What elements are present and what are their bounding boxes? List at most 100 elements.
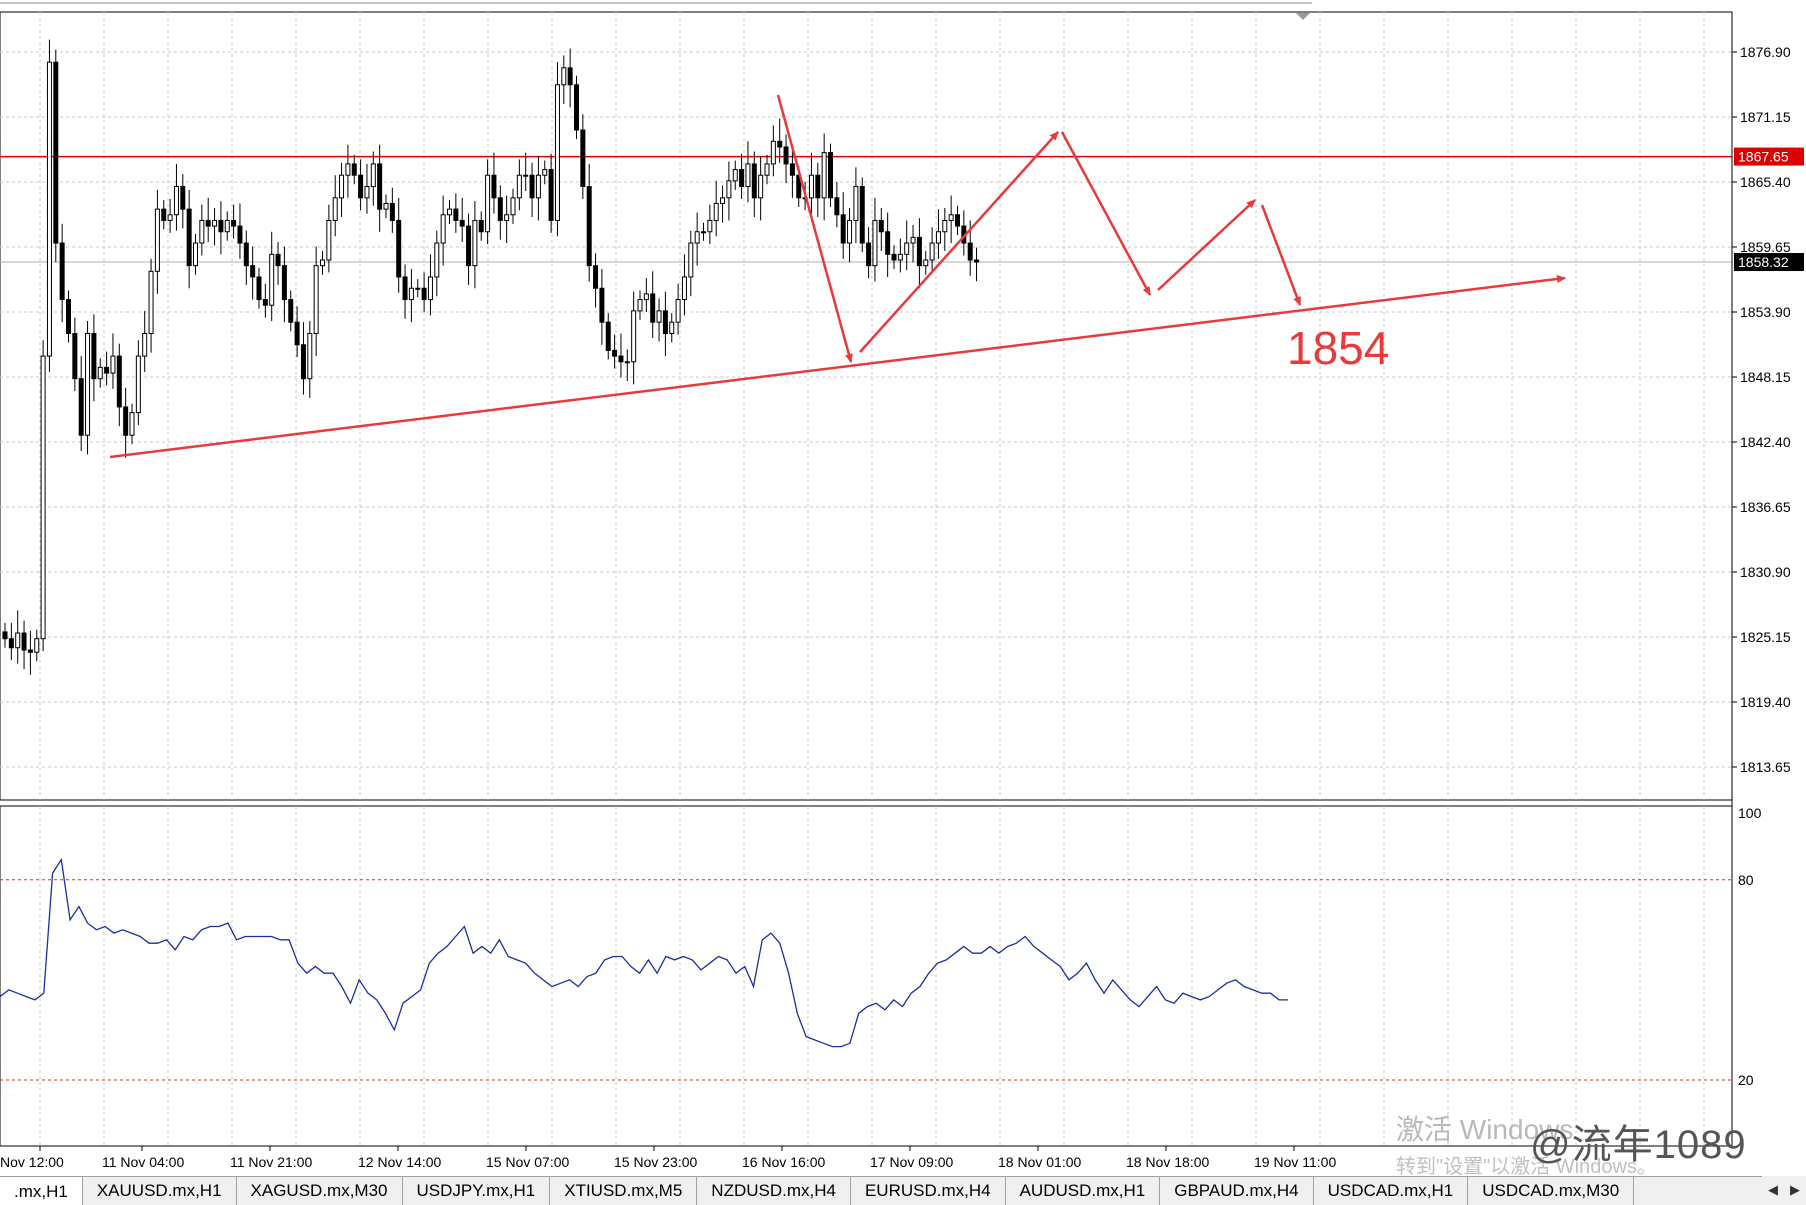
candle-body xyxy=(834,197,840,216)
candle-body xyxy=(256,276,262,301)
candle xyxy=(910,224,916,263)
candle xyxy=(516,159,522,211)
candle xyxy=(637,290,643,320)
candle-body xyxy=(46,61,52,357)
time-tick-label: 12 Nov 14:00 xyxy=(358,1154,441,1170)
tab-scroll-right-icon[interactable]: ▶ xyxy=(1790,1182,1800,1197)
candle-body xyxy=(193,242,198,267)
chart-tab[interactable]: XAUUSD.mx,H1 xyxy=(83,1177,237,1205)
tab-scroll-left-icon[interactable]: ◀ xyxy=(1768,1182,1778,1197)
chart-tab[interactable]: USDCAD.mx,H1 xyxy=(1314,1177,1469,1205)
candle-body xyxy=(281,265,287,301)
candle xyxy=(650,271,656,338)
candle-body xyxy=(148,270,154,334)
price-tick-label: 1813.65 xyxy=(1740,759,1791,775)
candle xyxy=(504,195,510,244)
candle-body xyxy=(15,632,21,649)
candle xyxy=(732,160,738,190)
candle xyxy=(199,204,205,256)
candle-body xyxy=(421,287,427,301)
candle xyxy=(193,234,198,275)
rsi-level-label: 80 xyxy=(1738,872,1754,888)
candle-body xyxy=(59,242,65,301)
candle xyxy=(904,220,910,271)
candle xyxy=(129,403,135,445)
candle xyxy=(135,340,141,426)
candle xyxy=(15,610,21,664)
candle-body xyxy=(891,253,897,261)
chart-tab[interactable]: XTIUSD.mx,M5 xyxy=(550,1177,698,1205)
candle-body xyxy=(78,378,84,436)
candle-body xyxy=(453,208,459,221)
windows-activation-watermark: 激活 Windows xyxy=(1396,1114,1574,1145)
time-tick-label: 15 Nov 07:00 xyxy=(486,1154,569,1170)
candle xyxy=(472,201,478,289)
candle xyxy=(300,322,306,395)
chart-tab[interactable]: AUDUSD.mx,H1 xyxy=(1006,1177,1161,1205)
price-tick-label: 1836.65 xyxy=(1740,499,1791,515)
time-tick-label: 17 Nov 09:00 xyxy=(870,1154,953,1170)
candle-body xyxy=(85,332,91,436)
candle xyxy=(720,185,726,223)
candle-body xyxy=(967,242,973,261)
candle-body xyxy=(326,219,332,261)
candle-body xyxy=(224,219,230,233)
candle xyxy=(320,250,325,275)
candle xyxy=(923,250,929,275)
candle-body xyxy=(440,214,446,244)
resistance-price-badge xyxy=(1734,147,1804,166)
candle xyxy=(821,133,827,221)
chart-tab[interactable]: .mx,H1 xyxy=(0,1177,83,1205)
candle xyxy=(535,156,541,221)
candle xyxy=(701,222,706,241)
candle xyxy=(497,185,503,240)
candle-body xyxy=(707,219,713,233)
candle-body xyxy=(948,214,954,221)
time-tick-label: 16 Nov 16:00 xyxy=(742,1154,825,1170)
chart-tab[interactable]: XAGUSD.mx,M30 xyxy=(237,1177,403,1205)
price-tick-label: 1871.15 xyxy=(1740,109,1791,125)
candle-body xyxy=(694,231,700,244)
chart-tab[interactable]: NZDUSD.mx,H4 xyxy=(697,1177,851,1205)
candle-body xyxy=(472,219,478,267)
candle-body xyxy=(681,276,687,301)
annotations: 1854 xyxy=(109,94,1566,459)
candle xyxy=(307,321,313,398)
candle-body xyxy=(135,355,141,414)
trading-chart[interactable]: 1876.90 1871.15 1865.40 1859.65 1853.90 1848.… xyxy=(0,0,1806,1176)
candle xyxy=(218,201,224,255)
candle xyxy=(916,218,922,289)
trend-arrow xyxy=(1260,204,1302,306)
trend-arrow xyxy=(859,131,1059,353)
candle-body xyxy=(885,231,891,255)
candle xyxy=(440,195,446,266)
chart-tab[interactable]: USDCAD.mx,M30 xyxy=(1468,1177,1635,1205)
price-tick-label: 1848.15 xyxy=(1740,369,1791,385)
candle xyxy=(815,162,821,218)
candle-body xyxy=(720,197,726,204)
candle-body xyxy=(542,169,548,176)
candle xyxy=(281,246,287,323)
candle-body xyxy=(383,202,389,210)
chart-tab[interactable]: GBPAUD.mx,H4 xyxy=(1160,1177,1314,1205)
candle xyxy=(154,189,160,294)
candle-body xyxy=(434,242,440,278)
candle xyxy=(935,209,941,259)
candle-body xyxy=(275,253,281,267)
candle xyxy=(237,203,243,259)
candle-body xyxy=(637,299,643,312)
candle xyxy=(294,306,300,358)
rsi-panel xyxy=(0,805,1733,1147)
candle-body xyxy=(567,67,573,86)
candle-body xyxy=(339,174,345,199)
windows-activation-hint: 转到"设置"以激活 Windows。 xyxy=(1396,1156,1657,1178)
candle xyxy=(466,213,472,285)
candle xyxy=(421,272,427,312)
candle-body xyxy=(447,208,452,216)
candle-body xyxy=(237,225,243,244)
candle-body xyxy=(415,287,421,290)
candle xyxy=(510,188,516,224)
chart-tab[interactable]: EURUSD.mx,H4 xyxy=(851,1177,1006,1205)
chart-tab[interactable]: USDJPY.mx,H1 xyxy=(403,1177,551,1205)
candle xyxy=(212,208,218,246)
